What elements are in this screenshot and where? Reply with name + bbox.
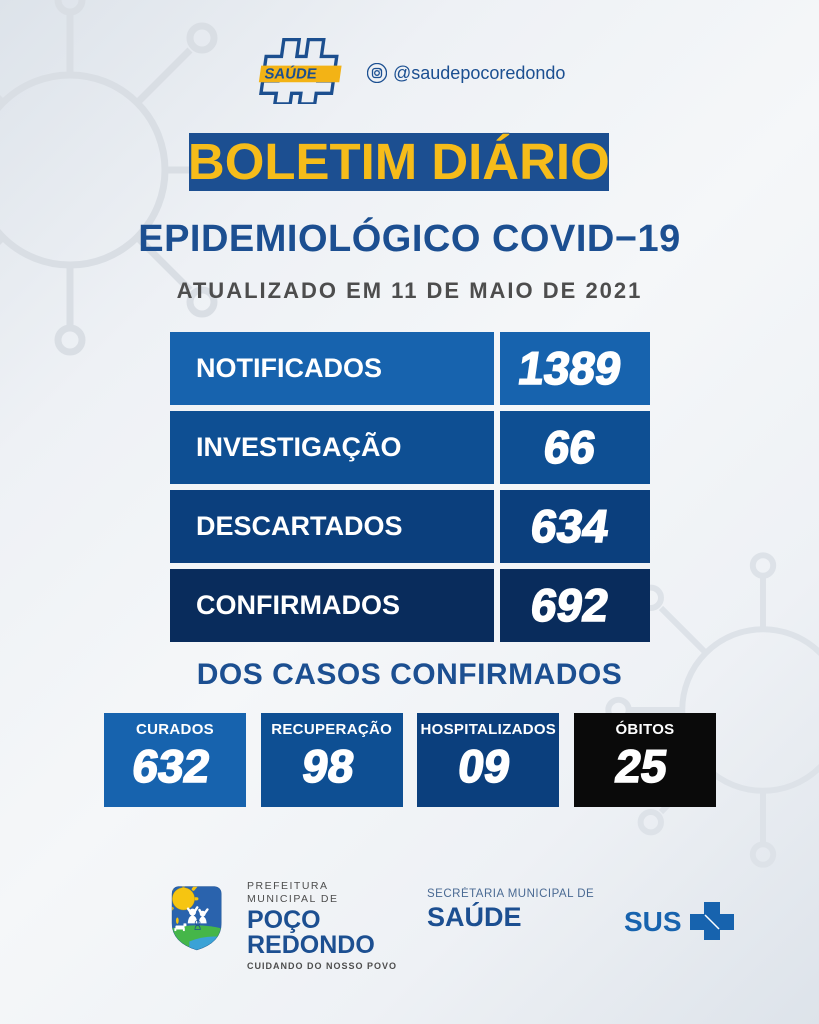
svg-text:632: 632 [129, 740, 213, 792]
svg-text:SUS: SUS [624, 906, 682, 937]
svg-text:66: 66 [541, 421, 599, 473]
svg-text:09: 09 [455, 740, 513, 792]
svg-text:634: 634 [528, 500, 612, 552]
svg-text:SAÚDE: SAÚDE [263, 65, 318, 83]
svg-text:25: 25 [612, 740, 670, 792]
svg-text:1389: 1389 [515, 342, 625, 394]
svg-text:98: 98 [299, 740, 357, 792]
svg-text:692: 692 [528, 579, 612, 631]
